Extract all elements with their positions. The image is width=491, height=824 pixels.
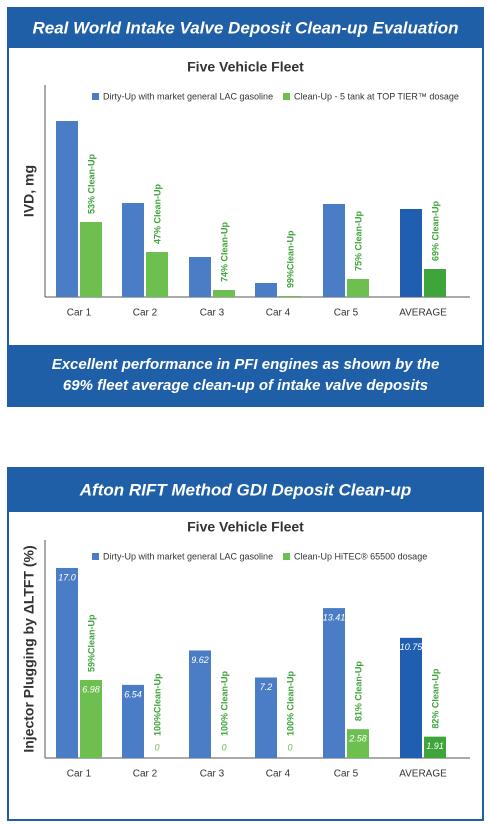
value-label: 6.54 bbox=[124, 689, 142, 699]
x-tick-label: Car 5 bbox=[334, 308, 359, 319]
x-tick-label: Car 4 bbox=[266, 308, 291, 319]
bar bbox=[189, 650, 211, 758]
value-label: 7.2 bbox=[260, 682, 273, 692]
bar bbox=[347, 729, 369, 758]
y-axis-label: IVD, mg bbox=[21, 165, 37, 217]
legend-label: Clean-Up HiTEC® 65500 dosage bbox=[294, 551, 427, 561]
value-label: 1.91 bbox=[426, 741, 444, 751]
bar bbox=[279, 296, 301, 297]
bar bbox=[56, 121, 78, 297]
bar bbox=[146, 252, 168, 297]
bar bbox=[122, 203, 144, 297]
value-label: 9.62 bbox=[191, 655, 209, 665]
legend-swatch bbox=[92, 553, 99, 560]
value-label: 13.41 bbox=[323, 612, 346, 622]
clean-up-label: 99%Clean-Up bbox=[285, 230, 295, 288]
x-tick-label: Car 3 bbox=[200, 308, 225, 319]
caption: 69% fleet average clean-up of intake val… bbox=[63, 377, 428, 394]
clean-up-label: 53% Clean-Up bbox=[86, 153, 96, 214]
x-tick-label: AVERAGE bbox=[399, 769, 447, 780]
header-band bbox=[8, 8, 483, 48]
value-label: 0 bbox=[154, 742, 159, 752]
x-tick-label: Car 2 bbox=[133, 308, 158, 319]
header-band bbox=[8, 468, 483, 512]
caption: Excellent performance in PFI engines as … bbox=[52, 356, 440, 373]
clean-up-label: 100% Clean-Up bbox=[285, 670, 295, 736]
clean-up-label: 47% Clean-Up bbox=[152, 183, 162, 244]
bar bbox=[323, 204, 345, 297]
bar bbox=[347, 279, 369, 297]
clean-up-label: 75% Clean-Up bbox=[353, 210, 363, 271]
value-label: 17.0 bbox=[58, 572, 76, 582]
clean-up-label: 74% Clean-Up bbox=[219, 221, 229, 282]
value-label: 0 bbox=[221, 742, 226, 752]
clean-up-label: 82% Clean-Up bbox=[430, 668, 440, 729]
y-axis-label: Injector Plugging by ΔLTFT (%) bbox=[21, 545, 37, 752]
panel-frame bbox=[7, 7, 484, 407]
bar bbox=[189, 257, 211, 297]
clean-up-label: 59%Clean-Up bbox=[86, 614, 96, 672]
chart-title: Five Vehicle Fleet bbox=[187, 519, 304, 535]
bar bbox=[80, 222, 102, 297]
header: Afton RIFT Method GDI Deposit Clean-up bbox=[79, 480, 411, 499]
bar bbox=[255, 677, 277, 758]
x-tick-label: AVERAGE bbox=[399, 308, 447, 319]
legend-label: Dirty-Up with market general LAC gasolin… bbox=[103, 91, 273, 101]
caption-band bbox=[8, 345, 483, 406]
x-tick-label: Car 1 bbox=[67, 769, 92, 780]
bar bbox=[213, 290, 235, 297]
legend-label: Dirty-Up with market general LAC gasolin… bbox=[103, 551, 273, 561]
value-label: 0 bbox=[287, 742, 292, 752]
clean-up-label: 69% Clean-Up bbox=[430, 200, 440, 261]
bar bbox=[122, 684, 144, 758]
clean-up-label: 100% Clean-Up bbox=[219, 670, 229, 736]
header: Real World Intake Valve Deposit Clean-up… bbox=[32, 18, 458, 37]
value-label: 6.98 bbox=[82, 684, 100, 694]
bar bbox=[323, 608, 345, 758]
legend-swatch bbox=[92, 93, 99, 100]
chart-title: Five Vehicle Fleet bbox=[187, 59, 304, 75]
legend-swatch bbox=[283, 93, 290, 100]
bar bbox=[424, 269, 446, 297]
bar bbox=[80, 679, 102, 758]
bar bbox=[255, 283, 277, 297]
clean-up-label: 100%Clean-Up bbox=[152, 673, 162, 736]
legend-swatch bbox=[283, 553, 290, 560]
value-label: 10.75 bbox=[400, 642, 424, 652]
bar bbox=[400, 637, 422, 758]
x-tick-label: Car 4 bbox=[266, 769, 291, 780]
clean-up-label: 81% Clean-Up bbox=[353, 661, 363, 722]
value-label: 2.58 bbox=[348, 734, 367, 744]
x-tick-label: Car 5 bbox=[334, 769, 359, 780]
legend-label: Clean-Up - 5 tank at TOP TIER™ dosage bbox=[294, 91, 459, 101]
x-tick-label: Car 3 bbox=[200, 769, 225, 780]
x-tick-label: Car 2 bbox=[133, 769, 158, 780]
x-tick-label: Car 1 bbox=[67, 308, 92, 319]
bar bbox=[56, 567, 78, 758]
bar bbox=[400, 209, 422, 297]
bar bbox=[424, 736, 446, 758]
